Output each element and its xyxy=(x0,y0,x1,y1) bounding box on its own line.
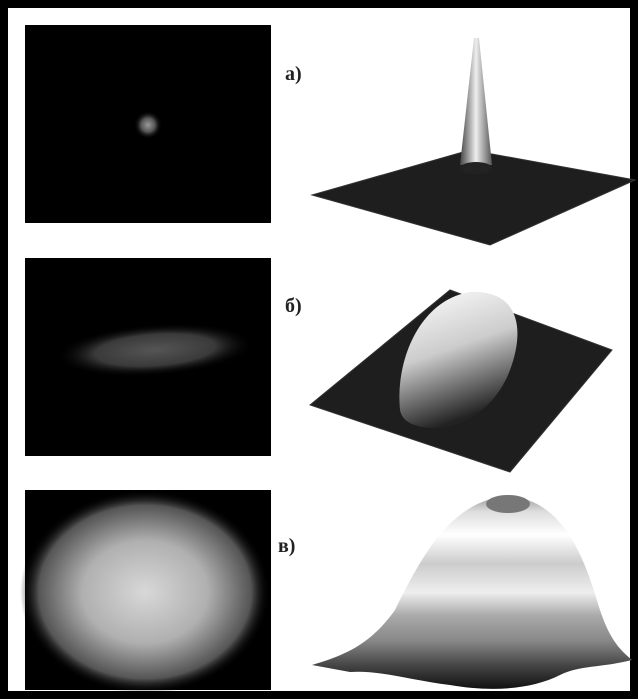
spot xyxy=(20,490,270,694)
label: б) xyxy=(285,295,302,317)
peak-base xyxy=(460,162,492,174)
bell-top xyxy=(486,495,530,513)
spot xyxy=(134,111,162,139)
page: а) б) в) (() => { const data = JSON.pars… xyxy=(0,0,638,699)
figure: а) б) в) xyxy=(0,0,638,699)
label: а) xyxy=(285,63,302,85)
label: в) xyxy=(278,535,295,557)
